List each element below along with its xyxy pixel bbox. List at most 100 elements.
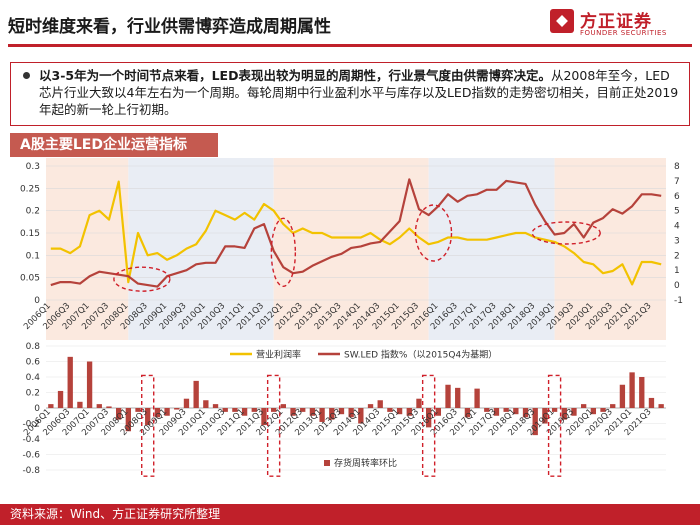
inventory-bar [300, 408, 306, 412]
inventory-bar [135, 408, 141, 412]
left-axis-tick: 0.05 [20, 274, 40, 284]
inventory-bar [338, 408, 345, 415]
inventory-bar [377, 400, 383, 408]
legend-swatch-inventory [324, 460, 330, 466]
left-axis-tick: 0 [34, 296, 40, 306]
highlight-ellipse [113, 266, 171, 292]
inventory-bar [106, 406, 112, 408]
inventory-bar [455, 387, 461, 408]
inventory-bar [96, 404, 102, 408]
inventory-bar [648, 397, 655, 408]
inventory-bar [513, 408, 519, 415]
right-axis-tick: 7 [674, 177, 680, 187]
inventory-bar [639, 377, 645, 408]
left-axis-tick: 0.15 [20, 229, 40, 239]
inventory-bar [474, 388, 480, 408]
inventory-bar [290, 408, 296, 416]
inventory-bar [387, 408, 393, 412]
logo-subtitle: FOUNDER SECURITIES [580, 29, 667, 37]
bottom-axis-tick: -0.8 [22, 466, 40, 476]
inventory-bar [542, 408, 548, 424]
logo-icon [550, 9, 574, 33]
index-series-line [50, 178, 662, 288]
inventory-bar [193, 380, 199, 408]
inventory-bar [406, 408, 412, 416]
inventory-bar [222, 408, 228, 412]
inventory-bar [464, 408, 471, 418]
inventory-bar [174, 408, 180, 410]
inventory-bar [48, 404, 54, 408]
inventory-bar [629, 372, 635, 408]
inventory-bar [532, 408, 538, 436]
led-cycle-chart: 00.050.10.150.20.250.3-10123456782006Q12… [20, 158, 683, 477]
inventory-bar [619, 384, 626, 408]
inventory-bar [77, 401, 83, 408]
inventory-bar [212, 404, 219, 408]
inventory-bar [551, 408, 558, 412]
inventory-bar [522, 408, 529, 418]
inventory-bar [435, 408, 442, 416]
inventory-bar [145, 408, 151, 426]
summary-text: 从2008年至今，LED芯片行业大致以4年左右为一个周期。每轮周期中行业盈利水平… [39, 68, 679, 117]
inventory-bar [590, 408, 597, 415]
inventory-bar [658, 404, 664, 408]
right-axis-tick: 0 [674, 281, 680, 291]
inventory-bar [425, 408, 432, 428]
inventory-bar [319, 408, 325, 422]
inventory-bar [251, 408, 257, 412]
inventory-bar [232, 408, 238, 412]
inventory-bar [348, 408, 354, 418]
left-axis-tick: 0.25 [20, 184, 40, 194]
inventory-bar [445, 384, 451, 408]
highlight-box [266, 374, 281, 477]
page-title: 短时维度来看，行业供需博弈造成周期属性 [8, 17, 331, 37]
inventory-bar [183, 398, 190, 408]
inventory-bar [493, 408, 500, 416]
left-axis-tick: 0.3 [26, 162, 40, 172]
inventory-bar [309, 408, 316, 416]
inventory-bar [241, 408, 248, 416]
bottom-axis-tick: 0.2 [26, 389, 40, 399]
left-axis-tick: 0.1 [26, 251, 40, 261]
inventory-bar [358, 408, 364, 424]
left-axis-tick: 0.2 [26, 207, 40, 217]
inventory-bar [203, 400, 209, 408]
brand-logo: 方正证券 FOUNDER SECURITIES [550, 6, 690, 42]
chart-title: A股主要LED企业运营指标 [10, 133, 218, 157]
right-axis-tick: -1 [674, 296, 683, 306]
bullet-icon [23, 72, 30, 79]
inventory-bar [154, 408, 161, 418]
source-footer: 资料来源：Wind、方正证券研究所整理 [0, 504, 700, 525]
highlight-ellipse [270, 217, 297, 288]
right-axis-tick: 5 [674, 207, 680, 217]
bottom-axis-tick: -0.4 [22, 435, 40, 445]
inventory-bar [86, 361, 93, 408]
highlight-box [547, 374, 562, 477]
inventory-bar [67, 356, 73, 408]
inventory-bar [416, 398, 422, 408]
summary-box: 以3-5年为一个时间节点来看，LED表现出较为明显的周期性，行业景气度由供需博弈… [10, 62, 690, 126]
inventory-bar [164, 408, 170, 416]
right-axis-tick: 3 [674, 236, 680, 246]
inventory-bar [396, 408, 403, 415]
inventory-bar [270, 408, 277, 412]
highlight-box [141, 374, 155, 477]
right-axis-tick: 8 [674, 162, 680, 172]
highlight-ellipse [531, 221, 601, 245]
inventory-bar [329, 408, 335, 420]
logo-name: 方正证券 [580, 12, 652, 32]
bottom-axis-tick: -0.2 [22, 420, 40, 430]
header-divider [8, 44, 692, 47]
highlight-box [421, 374, 436, 477]
summary-lead: 以3-5年为一个时间节点来看，LED表现出较为明显的周期性，行业景气度由供需博弈… [39, 68, 551, 83]
legend-label-inventory: 存货周转率环比 [334, 457, 397, 469]
right-axis-tick: 4 [674, 222, 680, 232]
inventory-bar [57, 390, 64, 408]
right-axis-tick: 2 [674, 251, 680, 261]
bottom-axis-tick: 0.6 [26, 358, 41, 368]
inventory-bar [503, 408, 509, 412]
inventory-bar [571, 408, 577, 416]
inventory-bar [115, 408, 122, 420]
highlight-ellipse [414, 204, 453, 262]
